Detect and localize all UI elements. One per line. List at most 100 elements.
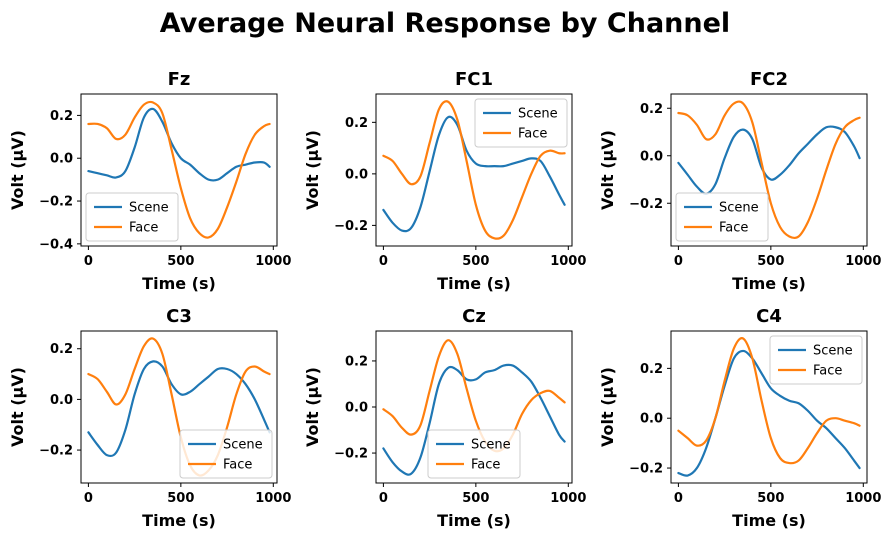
legend: Scene Face [179,429,273,479]
x-tick-label: 500 [167,491,194,506]
y-tick-label: 0.0 [345,167,368,182]
y-tick-label: −0.2 [39,195,73,210]
legend-label-scene: Scene [129,201,169,216]
x-tick-label: 0 [674,254,683,269]
y-tick-label: −0.2 [334,219,368,234]
subplot-fc2: 0 500 1000 −0.2 0.0 0.2 FC2 Time (s) Volt (µV) Sc… [598,69,881,293]
legend: Scene Face [769,335,863,385]
legend-label-face: Face [129,221,158,236]
y-tick-label: −0.2 [39,444,73,459]
y-tick-label: 0.2 [50,109,73,124]
legend-box [675,192,769,242]
series-line-scene [677,125,861,195]
legend-label-face: Face [518,127,547,142]
x-tick-label: 0 [379,254,388,269]
x-tick-label: 1000 [550,254,586,269]
x-tick-label: 500 [462,491,489,506]
x-axis-label: Time (s) [732,274,806,293]
y-tick-label: 0.2 [345,354,368,369]
subplot-title: C3 [166,306,192,327]
y-tick-label: 0.2 [345,116,368,131]
legend-label-face: Face [813,364,842,379]
x-tick-label: 500 [757,491,784,506]
x-tick-label: 1000 [845,491,881,506]
legend-label-face: Face [719,221,748,236]
y-tick-label: −0.4 [39,237,73,252]
x-tick-label: 0 [674,491,683,506]
legend-label-scene: Scene [518,107,558,122]
legend-box [85,192,179,242]
legend-box [427,429,521,479]
x-tick-label: 500 [757,254,784,269]
y-axis-label: Volt (µV) [303,367,322,447]
x-tick-label: 1000 [845,254,881,269]
series-line-face [87,100,271,239]
x-tick-label: 0 [379,491,388,506]
axes-frame [670,330,868,484]
series-line-face [382,339,566,453]
y-tick-label: 0.0 [50,152,73,167]
y-tick-label: 0.2 [640,102,663,117]
legend-label-scene: Scene [223,438,263,453]
y-tick-label: 0.0 [345,401,368,416]
x-axis-label: Time (s) [142,274,216,293]
x-axis-label: Time (s) [437,274,511,293]
legend: Scene Face [85,192,179,242]
subplot-title: Cz [462,306,486,327]
legend-label-face: Face [223,458,252,473]
legend-label-scene: Scene [813,344,853,359]
y-tick-label: 0.2 [50,342,73,357]
subplot-title: FC1 [455,69,493,90]
x-axis-label: Time (s) [142,511,216,530]
legend-label-face: Face [471,458,500,473]
y-axis-label: Volt (µV) [8,367,27,447]
legend: Scene Face [474,98,568,148]
y-tick-label: −0.2 [629,462,663,477]
y-tick-label: 0.0 [50,393,73,408]
y-tick-label: 0.0 [640,412,663,427]
subplot-c3: 0 500 1000 −0.2 0.0 0.2 C3 Time (s) Volt (µV) Sce… [8,306,291,530]
y-tick-label: −0.2 [334,447,368,462]
subplot-c4: 0 500 1000 −0.2 0.0 0.2 C4 Time (s) Volt (µV) Sce… [598,306,881,530]
x-axis-label: Time (s) [732,511,806,530]
subplot-title: FC2 [750,69,788,90]
x-tick-label: 500 [167,254,194,269]
legend: Scene Face [427,429,521,479]
subplot-cz: 0 500 1000 −0.2 0.0 0.2 Cz Time (s) Volt (µV) Sce… [303,306,586,530]
axes-frame [80,93,278,247]
y-axis-label: Volt (µV) [303,130,322,210]
x-tick-label: 1000 [255,254,291,269]
series-line-face [677,337,861,465]
series-line-scene [87,360,271,458]
axes-frame [375,93,573,247]
y-tick-label: 0.2 [640,362,663,377]
figure-title: Average Neural Response by Channel [160,8,730,39]
legend-box [769,335,863,385]
legend: Scene Face [675,192,769,242]
y-tick-label: −0.2 [629,197,663,212]
x-axis-label: Time (s) [437,511,511,530]
x-tick-label: 500 [462,254,489,269]
subplot-title: Fz [168,69,191,90]
x-tick-label: 1000 [550,491,586,506]
axes-frame [670,93,868,247]
subplot-fz: 0 500 1000 −0.4 −0.2 0.0 0.2 Fz Time (s) Volt (µV… [8,69,291,293]
x-tick-label: 0 [84,491,93,506]
subplot-fc1: 0 500 1000 −0.2 0.0 0.2 FC1 Time (s) Volt (µV) Sc… [303,69,586,293]
y-axis-label: Volt (µV) [598,130,617,210]
legend-box [474,98,568,148]
series-line-face [677,100,861,240]
y-axis-label: Volt (µV) [8,130,27,210]
series-line-scene [382,363,566,476]
y-axis-label: Volt (µV) [598,367,617,447]
legend-box [179,429,273,479]
y-tick-label: 0.0 [640,149,663,164]
series-line-scene [87,107,271,182]
x-tick-label: 1000 [255,491,291,506]
legend-label-scene: Scene [471,438,511,453]
subplot-title: C4 [756,306,782,327]
series-line-face [382,100,566,240]
series-line-scene [677,349,861,477]
legend-label-scene: Scene [719,201,759,216]
